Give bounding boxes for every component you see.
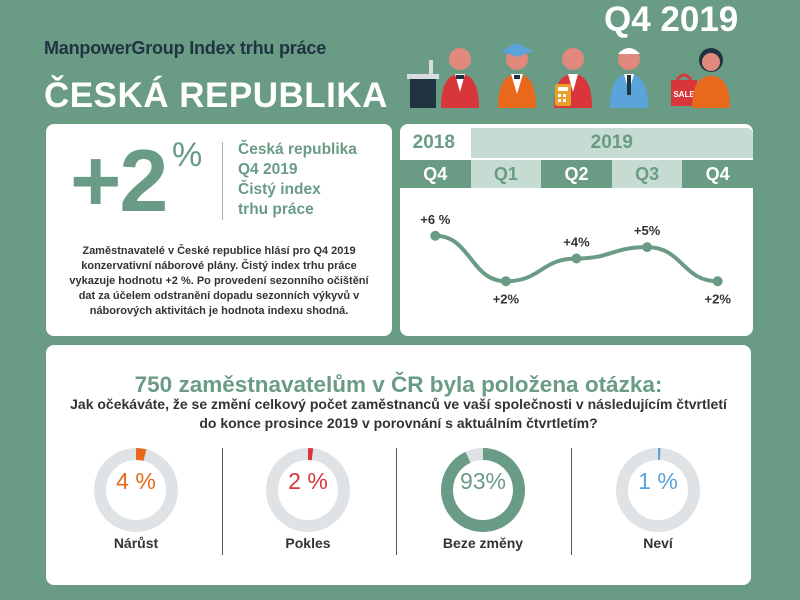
divider <box>222 142 223 220</box>
quarter-tab: Q4 <box>682 160 753 188</box>
donut-value: 4 % <box>116 468 156 494</box>
data-point <box>500 276 511 287</box>
data-label: +4% <box>563 235 590 250</box>
index-label-line: Čistý index <box>238 181 321 198</box>
sale-tag: SALE <box>673 90 695 99</box>
donut-slice <box>266 448 350 532</box>
donut-slice <box>94 448 178 532</box>
donut-separator <box>395 448 397 555</box>
donut-label: Beze změny <box>442 535 524 551</box>
donut-slice <box>616 448 700 532</box>
index-value: +2 <box>70 131 168 230</box>
year-tab-2019: 2019 <box>470 128 753 158</box>
donut-chart <box>441 448 525 532</box>
data-label: +2% <box>493 291 520 306</box>
quarter-tab: Q1 <box>470 160 542 188</box>
quarter-title: Q4 2019 <box>604 0 739 39</box>
donut-chart <box>266 448 350 532</box>
brand-title: ManpowerGroup Index trhu práce <box>44 38 327 58</box>
index-percent-sign: % <box>172 136 203 174</box>
index-description: Zaměstnavatelé v České republice hlásí p… <box>69 245 369 317</box>
data-point <box>430 230 441 241</box>
donut-value: 2 % <box>288 468 328 494</box>
engineer-icon <box>610 48 648 108</box>
survey-card: 750 zaměstnavatelům v ČR byla položena o… <box>46 345 751 585</box>
waiter-icon <box>407 48 479 108</box>
donut-separator <box>570 448 572 555</box>
donut-value: 1 % <box>638 468 678 494</box>
shop-assistant-icon: SALE <box>671 48 730 108</box>
data-point <box>571 253 582 264</box>
index-label-line: Česká republika <box>238 141 357 158</box>
donut-label: Pokles <box>285 535 331 551</box>
trend-line-chart: +6 % +2% +4% +5% +2% <box>420 212 732 307</box>
index-label: Česká republika Q4 2019 Čistý index trhu… <box>238 140 357 220</box>
trend-chart-card: 2018 2019 Q4 Q1 Q2 Q3 Q4 +6 % +2% +4% +5% +2% <box>400 124 753 336</box>
donut-separator <box>222 448 223 555</box>
donut-chart <box>94 448 178 532</box>
workers-illustration: SALE <box>407 43 730 108</box>
donut-label: Nárůst <box>113 535 159 551</box>
data-point <box>712 276 723 287</box>
data-label: +6 % <box>420 212 450 227</box>
accountant-icon <box>554 48 592 108</box>
index-label-line: trhu práce <box>238 201 314 218</box>
data-label: +2% <box>705 291 732 306</box>
year-tab-2018: 2018 <box>400 128 468 158</box>
survey-title: 750 zaměstnavatelům v ČR byla položena o… <box>134 372 663 397</box>
donut-value: 93% <box>459 468 507 494</box>
quarter-tab: Q2 <box>541 160 612 188</box>
donut-chart <box>616 448 700 532</box>
survey-question: Jak očekáváte, že se změní celkový počet… <box>70 396 727 431</box>
index-card: +2 % Česká republika Q4 2019 Čistý index… <box>46 124 392 336</box>
data-point <box>642 242 653 253</box>
index-label-line: Q4 2019 <box>238 161 298 178</box>
quarter-tab: Q3 <box>611 160 683 188</box>
donut-label: Neví <box>643 535 673 551</box>
data-label: +5% <box>634 223 661 238</box>
graduate-icon <box>498 43 536 108</box>
donut-slice <box>441 448 525 532</box>
quarter-tab: Q4 <box>400 160 471 188</box>
country-title: ČESKÁ REPUBLIKA <box>44 76 388 115</box>
